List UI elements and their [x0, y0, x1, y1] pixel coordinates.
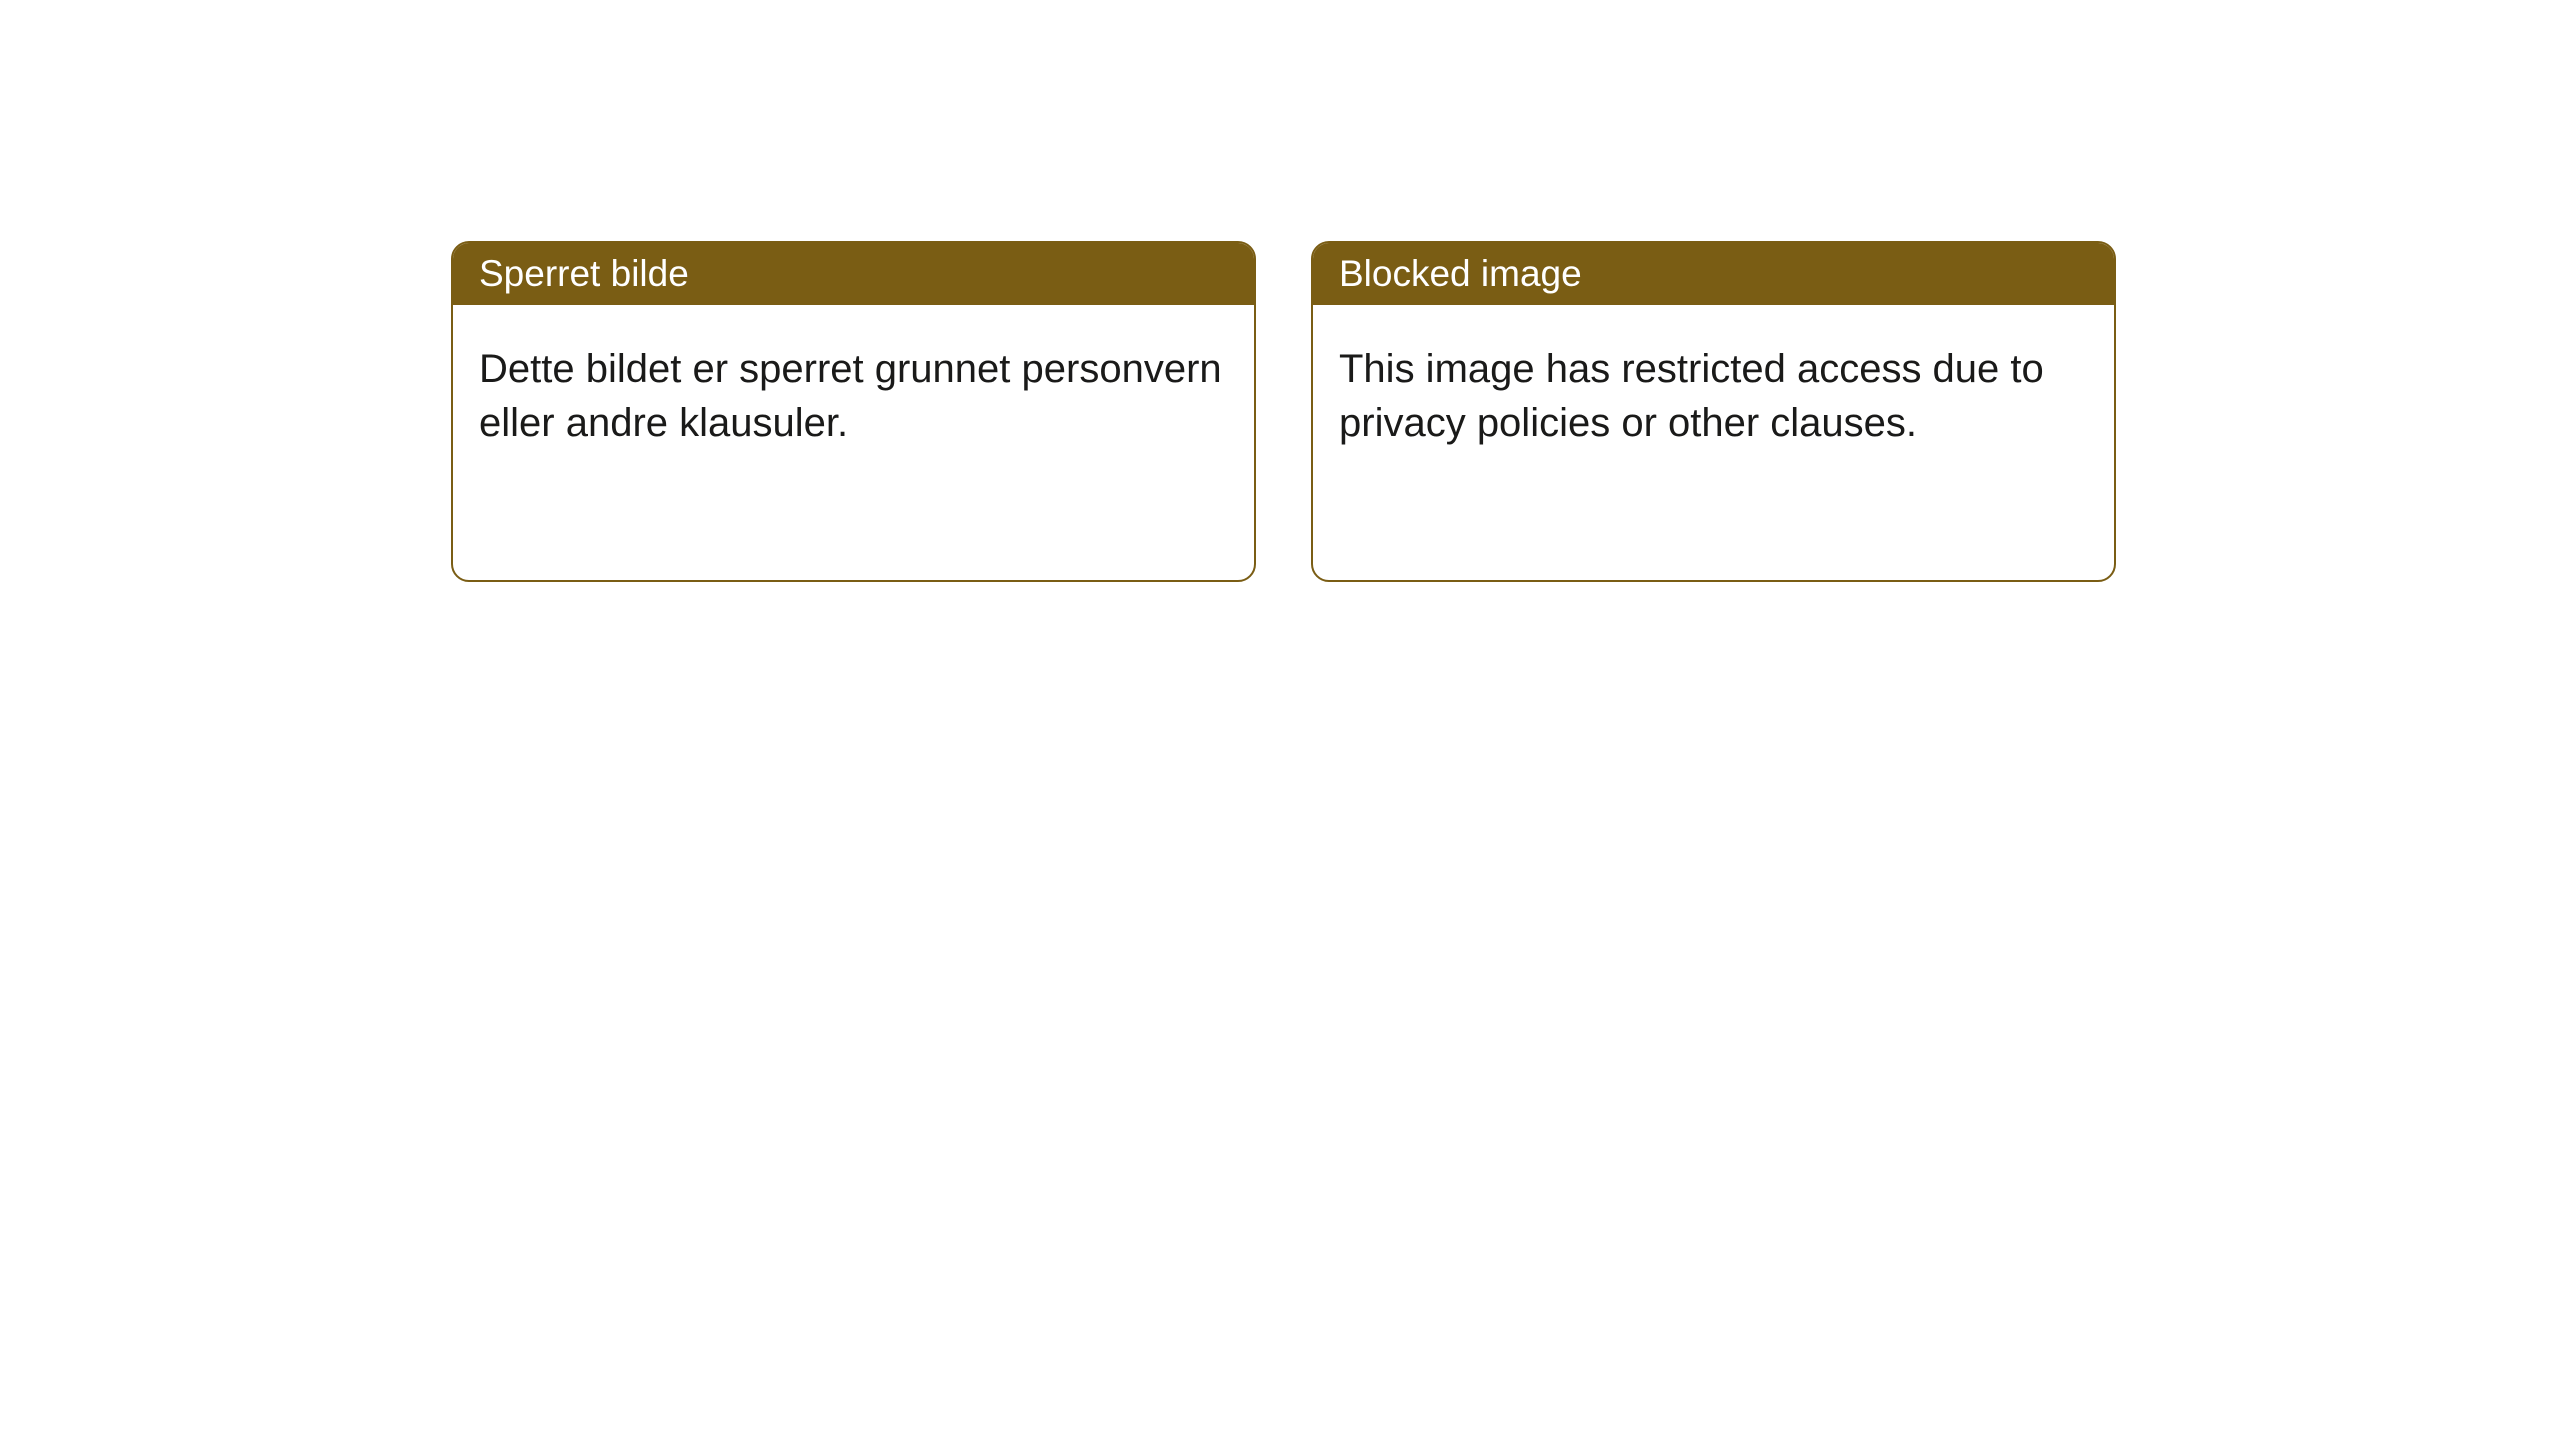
notice-header: Sperret bilde — [453, 243, 1254, 305]
notice-card-norwegian: Sperret bilde Dette bildet er sperret gr… — [451, 241, 1256, 582]
notice-cards-container: Sperret bilde Dette bildet er sperret gr… — [451, 241, 2560, 582]
notice-title: Sperret bilde — [479, 253, 689, 294]
notice-body: Dette bildet er sperret grunnet personve… — [453, 305, 1254, 580]
notice-body-text: Dette bildet er sperret grunnet personve… — [479, 347, 1222, 445]
notice-body: This image has restricted access due to … — [1313, 305, 2114, 580]
notice-header: Blocked image — [1313, 243, 2114, 305]
notice-title: Blocked image — [1339, 253, 1582, 294]
notice-card-english: Blocked image This image has restricted … — [1311, 241, 2116, 582]
notice-body-text: This image has restricted access due to … — [1339, 347, 2044, 445]
